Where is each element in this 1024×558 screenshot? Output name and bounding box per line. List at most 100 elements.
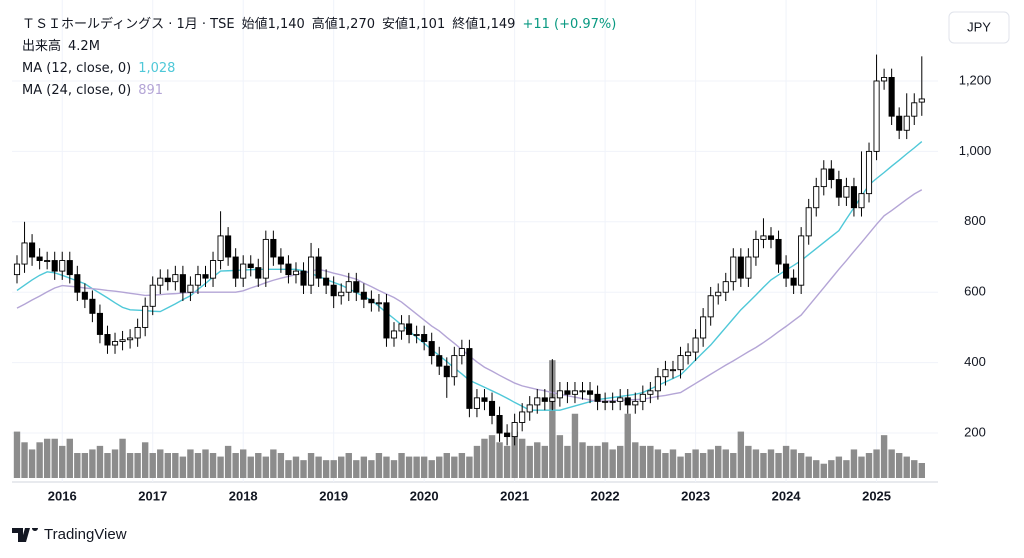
candle-body [549, 397, 556, 402]
candle-body [66, 260, 73, 276]
candle-body [375, 302, 382, 305]
candle-body [685, 351, 692, 357]
ma-row: MA (12, close, 0) 1,028 [22, 58, 623, 80]
ohlc-item: 高値1,270 [311, 17, 375, 32]
candle-body [443, 365, 450, 378]
volume-bar [594, 445, 601, 478]
volume-bar [737, 431, 745, 478]
volume-bar [647, 445, 654, 478]
volume-bar [654, 449, 662, 478]
candle-body [579, 390, 586, 393]
candle-body [300, 270, 307, 286]
candle-body [345, 281, 352, 293]
volume-bar [586, 445, 594, 478]
volume-bar [775, 453, 782, 478]
volume-bar [232, 453, 239, 478]
candle-body [715, 291, 722, 297]
y-tick-label: 600 [964, 284, 986, 299]
volume-bar [473, 445, 481, 478]
candle-body [360, 291, 367, 300]
candle-body [624, 397, 631, 406]
candle-body [617, 397, 624, 402]
currency-badge[interactable] [948, 11, 1010, 44]
candle-body [541, 397, 548, 402]
candle-body [164, 277, 171, 283]
volume-bar [300, 460, 307, 478]
candle-body [654, 376, 661, 392]
volume-bar [617, 445, 624, 478]
candle-body [865, 150, 873, 195]
candle-body [911, 102, 918, 117]
candle-body [692, 337, 699, 353]
volume-bar [345, 453, 352, 478]
candle-body [790, 277, 797, 286]
volume-bar [677, 456, 684, 478]
volume-bar [262, 456, 270, 478]
volume-bar [43, 438, 51, 478]
candle-body [466, 348, 473, 409]
volume-bar [240, 449, 247, 478]
candle-body [157, 277, 164, 286]
x-tick-label: 2025 [862, 488, 891, 503]
volume-value: 4.2M [68, 39, 100, 54]
candle-body [44, 260, 51, 262]
brand-logo [12, 527, 38, 542]
volume-bar [119, 438, 126, 478]
candle-body [556, 390, 563, 399]
volume-bar [632, 442, 639, 478]
volume-bar [443, 453, 450, 478]
y-tick-label: 800 [964, 213, 986, 228]
volume-bar [202, 449, 209, 478]
candle-body [315, 256, 322, 279]
volume-bar [51, 438, 58, 478]
x-tick-label: 2020 [410, 488, 439, 503]
volume-bar [858, 456, 865, 478]
candle-body [586, 390, 594, 395]
candle-body [519, 411, 526, 423]
volume-bar [126, 453, 134, 478]
volume-bar [488, 435, 496, 478]
candle-body [74, 274, 81, 293]
volume-bar [888, 449, 895, 478]
x-tick-label: 2018 [229, 488, 258, 503]
volume-bar [28, 449, 36, 478]
candle-body [511, 422, 518, 438]
candle-body [194, 274, 202, 286]
candle-body [918, 98, 925, 103]
candle-body [745, 256, 752, 279]
candle-body [488, 400, 496, 416]
candle-body [187, 284, 194, 293]
candle-body [127, 337, 134, 341]
candle-body [835, 179, 842, 198]
volume-bar [375, 453, 383, 478]
ma-name: MA (12, close, 0) [22, 61, 132, 76]
volume-bar [179, 456, 187, 478]
candle-body [639, 393, 646, 402]
volume-bar [420, 456, 428, 478]
volume-bar [782, 445, 790, 478]
candle-body [353, 281, 360, 293]
volume-bar [21, 442, 28, 478]
volume-bar [436, 456, 443, 478]
candle-body [142, 305, 149, 328]
volume-bar [624, 413, 631, 478]
volume-bar [157, 449, 164, 478]
candle-body [669, 369, 677, 372]
candle-body [406, 323, 413, 335]
x-tick-label: 2023 [681, 488, 710, 503]
volume-bar [511, 431, 518, 478]
candle-body [36, 256, 43, 261]
brand-name: TradingView [44, 526, 127, 543]
volume-bar [164, 453, 171, 478]
legend: ＴＳＩホールディングス · 1月 · TSE 始値1,140 高値1,270 安値1,… [22, 14, 623, 102]
ohlc-item: 終値1,149 [452, 17, 516, 32]
volume-bar [760, 453, 767, 478]
volume-bar [360, 456, 368, 478]
candle-body [850, 186, 857, 209]
volume-bar [187, 449, 194, 478]
candle-body [903, 115, 910, 131]
candle-body [798, 235, 805, 286]
volume-bar [911, 460, 918, 478]
candle-body [858, 193, 865, 209]
